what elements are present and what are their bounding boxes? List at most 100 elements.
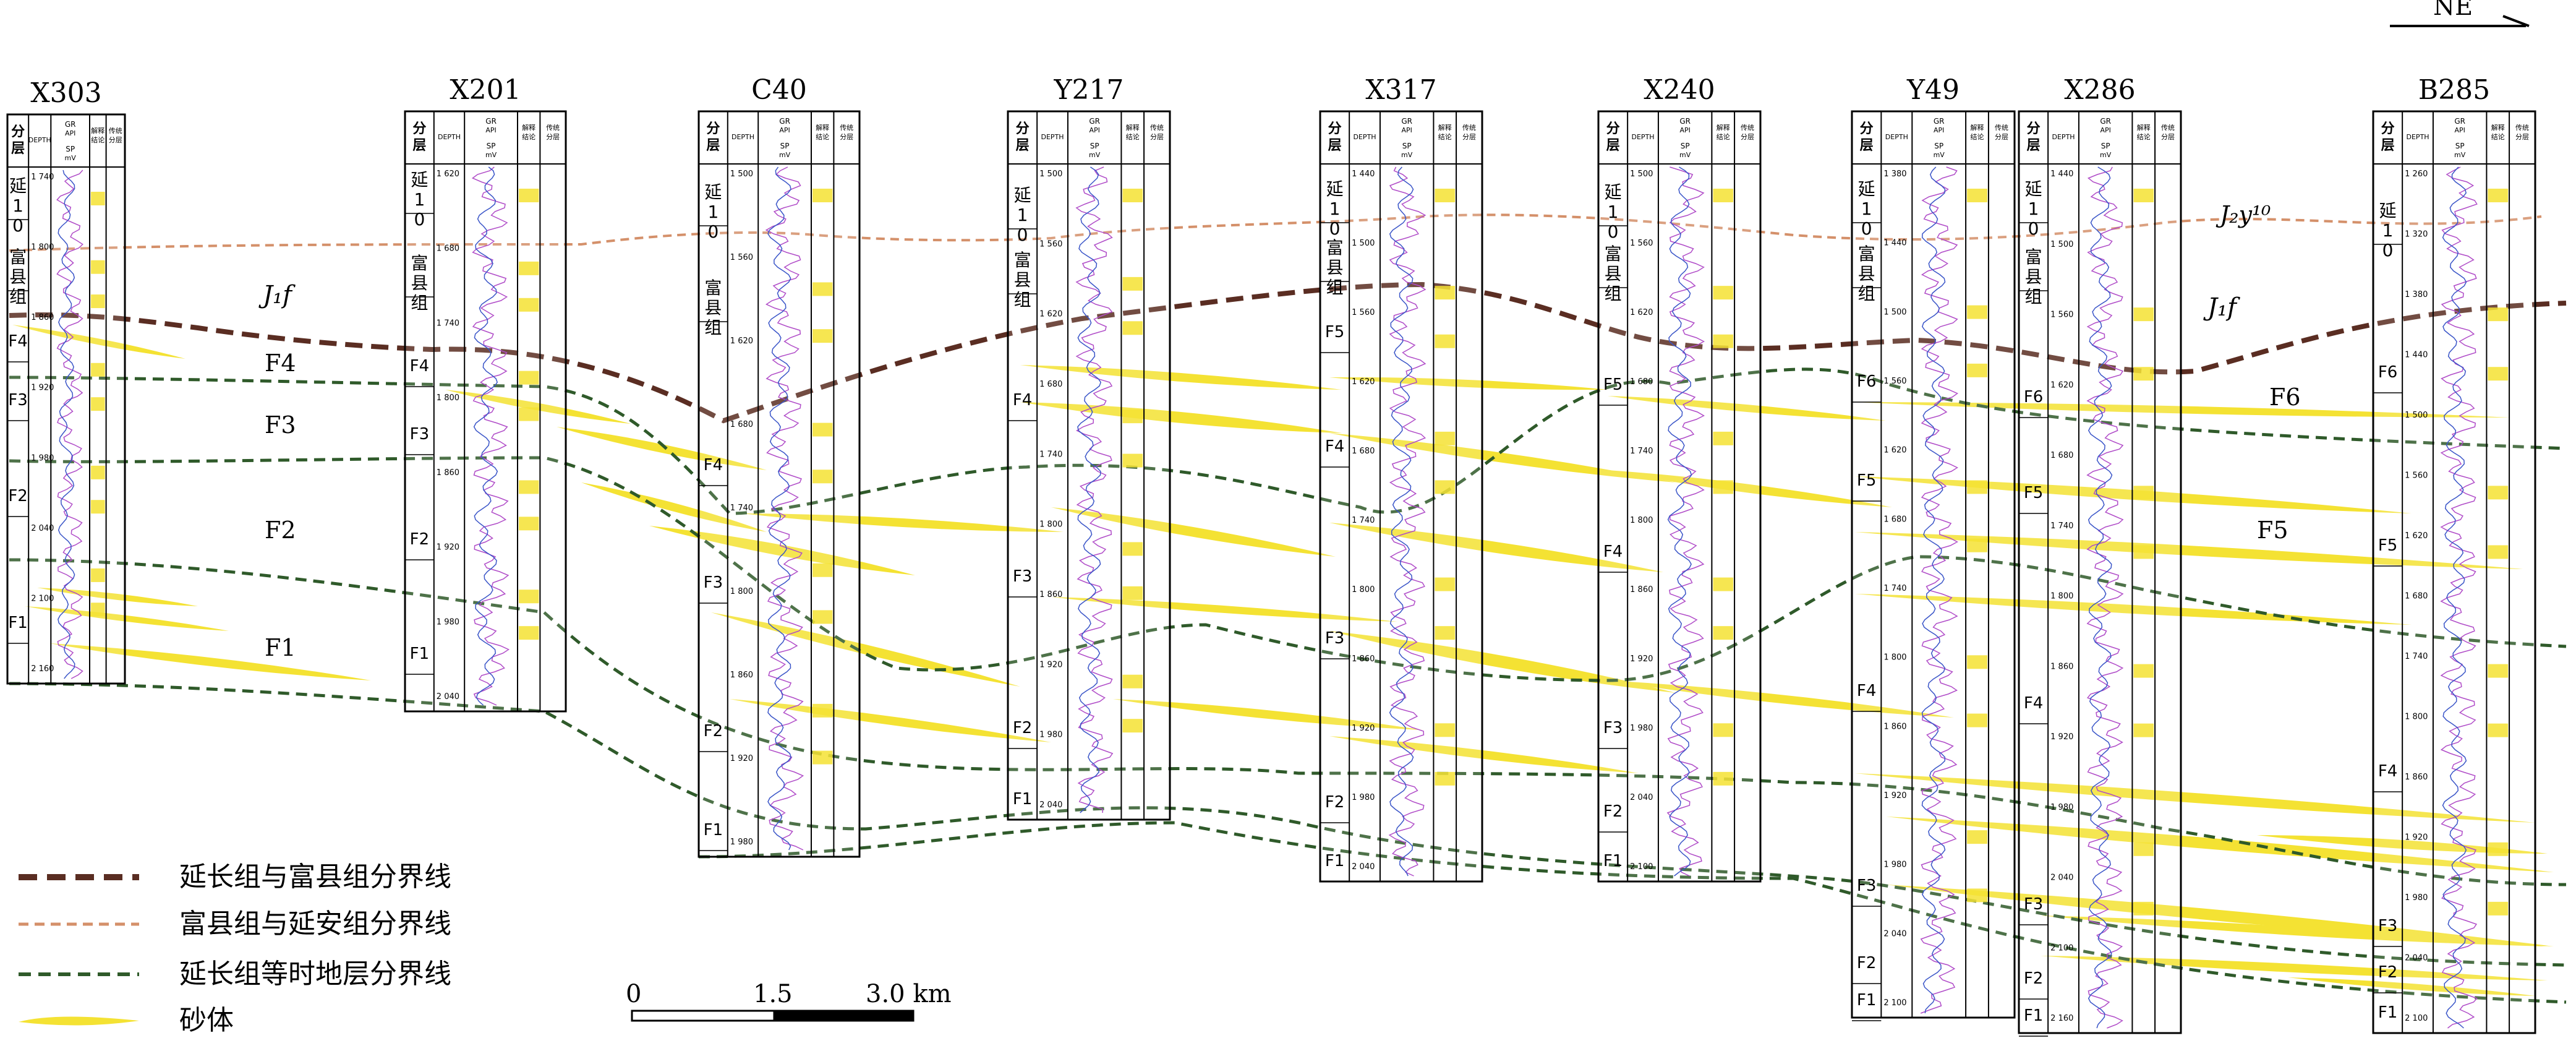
- depth-tick: 1 620: [2405, 531, 2428, 541]
- header-gr-unit: API: [1401, 126, 1412, 134]
- depth-tick: 1 920: [2405, 833, 2428, 843]
- header-sp-unit: mV: [2100, 151, 2112, 159]
- zone-label: F4: [410, 357, 430, 375]
- zone-label: F2: [1325, 793, 1345, 812]
- scale-bar: 0 1.5 3.0 km: [626, 980, 952, 1022]
- zone-label: 延: [1605, 182, 1622, 202]
- direction-label: NE: [2433, 0, 2473, 21]
- zone-label: F3: [2024, 895, 2044, 914]
- header-depth: DEPTH: [1885, 133, 1908, 141]
- well-y217: Y217分层DEPTHGRAPISPmV解释结论传统分层延10富县组F4F3F2…: [1007, 74, 1171, 821]
- well-name: B285: [2418, 74, 2490, 106]
- zone-label: F1: [704, 821, 723, 839]
- sand-lens: [1855, 532, 2523, 569]
- header-layer-2: 层: [1328, 138, 1342, 153]
- layer-label-f3: F3: [265, 411, 296, 439]
- depth-tick: 1 560: [1630, 239, 1653, 248]
- well-name: X303: [30, 77, 101, 109]
- depth-tick: 1 920: [1039, 660, 1062, 669]
- depth-tick: 2 040: [1630, 793, 1653, 802]
- sand-lens: [649, 526, 915, 575]
- header-layer-2: 层: [2027, 138, 2041, 153]
- header-gr-unit: API: [1679, 126, 1690, 134]
- header-sp: SP: [1402, 142, 1412, 150]
- depth-tick: 2 040: [1883, 929, 1906, 938]
- depth-tick: 1 740: [1630, 447, 1653, 456]
- zone-label: F4: [1325, 437, 1345, 456]
- depth-tick: 1 980: [437, 617, 459, 627]
- header-sp: SP: [1090, 142, 1099, 150]
- header-gr-unit: API: [2100, 126, 2110, 134]
- header-gr-unit: API: [779, 126, 790, 134]
- header-interp: 解释: [2137, 123, 2151, 132]
- depth-tick: 1 860: [1883, 722, 1906, 731]
- zone-label: 延: [2025, 179, 2042, 199]
- sand-lens: [445, 390, 631, 424]
- north-east-arrow: NE: [2390, 0, 2530, 27]
- depth-tick: 1 980: [1352, 793, 1375, 802]
- legend-swatch-sand: [19, 1016, 139, 1026]
- depth-tick: 2 040: [31, 524, 54, 533]
- depth-tick: 1 980: [1039, 731, 1062, 740]
- sand-lens: [1855, 773, 2535, 823]
- zone-label: F2: [2378, 963, 2398, 982]
- zone-label: 县: [2025, 267, 2042, 287]
- header-gr-unit: API: [485, 126, 496, 134]
- zone-label: 延: [704, 182, 722, 202]
- zone-label: F4: [8, 332, 28, 351]
- header-gr: GR: [2100, 117, 2111, 126]
- header-layer: 分: [412, 121, 426, 137]
- scale-zero: 0: [626, 980, 641, 1008]
- sand-lens: [2288, 977, 2535, 996]
- depth-tick: 1 680: [1352, 447, 1375, 456]
- zone-label: 富: [2025, 247, 2042, 267]
- header-interp-2: 结论: [522, 132, 535, 141]
- zone-label: F4: [1603, 543, 1623, 561]
- zone-label: 0: [1329, 218, 1341, 239]
- header-layer: 分: [2381, 121, 2395, 137]
- zone-label: 富: [1858, 244, 1875, 264]
- header-layer-2: 层: [1016, 138, 1030, 153]
- depth-tick: 1 740: [2405, 652, 2428, 661]
- zone-label: 延: [9, 176, 27, 196]
- sand-lens: [1113, 699, 1422, 730]
- zone-label: F1: [2378, 1003, 2398, 1022]
- header-trad-2: 分层: [2515, 133, 2529, 141]
- header-depth: DEPTH: [2407, 133, 2429, 141]
- header-sp: SP: [2101, 142, 2110, 150]
- zone-label: 组: [411, 293, 428, 313]
- zone-label: 0: [707, 221, 719, 242]
- depth-tick: 2 160: [2050, 1014, 2073, 1023]
- zone-label: 组: [2025, 286, 2042, 307]
- depth-tick: 1 560: [2405, 471, 2428, 481]
- depth-tick: 1 980: [1883, 860, 1906, 870]
- depth-tick: 1 860: [1039, 590, 1062, 599]
- depth-tick: 1 920: [1883, 791, 1906, 800]
- header-layer-2: 层: [1860, 138, 1874, 153]
- zone-label: 县: [1605, 264, 1622, 284]
- zone-label: 延: [411, 169, 428, 190]
- zone-label: 0: [2028, 218, 2039, 239]
- legend-label-2: 富县组与延安组分界线: [179, 908, 451, 940]
- zone-label: 0: [414, 209, 425, 229]
- depth-tick: 1 620: [437, 169, 459, 179]
- header-trad-2: 分层: [109, 136, 122, 144]
- depth-tick: 1 800: [1039, 520, 1062, 530]
- depth-tick: 1 920: [31, 384, 54, 393]
- depth-tick: 1 920: [437, 543, 459, 552]
- depth-tick: 1 740: [31, 173, 54, 182]
- zone-label: F5: [2378, 536, 2398, 555]
- depth-tick: 1 980: [1630, 724, 1653, 733]
- well-name: X317: [1365, 74, 1436, 106]
- zone-label: F3: [1603, 719, 1623, 737]
- depth-tick: 1 860: [437, 468, 459, 478]
- header-layer-2: 层: [2381, 138, 2395, 153]
- depth-tick: 1 560: [1039, 239, 1062, 249]
- zone-label: 富: [1605, 244, 1622, 264]
- header-gr-unit: API: [1089, 126, 1099, 134]
- depth-tick: 1 740: [730, 504, 753, 513]
- zone-label: 0: [1608, 221, 1619, 242]
- sand-lens: [581, 483, 767, 532]
- header-interp: 解释: [816, 123, 829, 132]
- sand-lens: [2041, 916, 2548, 946]
